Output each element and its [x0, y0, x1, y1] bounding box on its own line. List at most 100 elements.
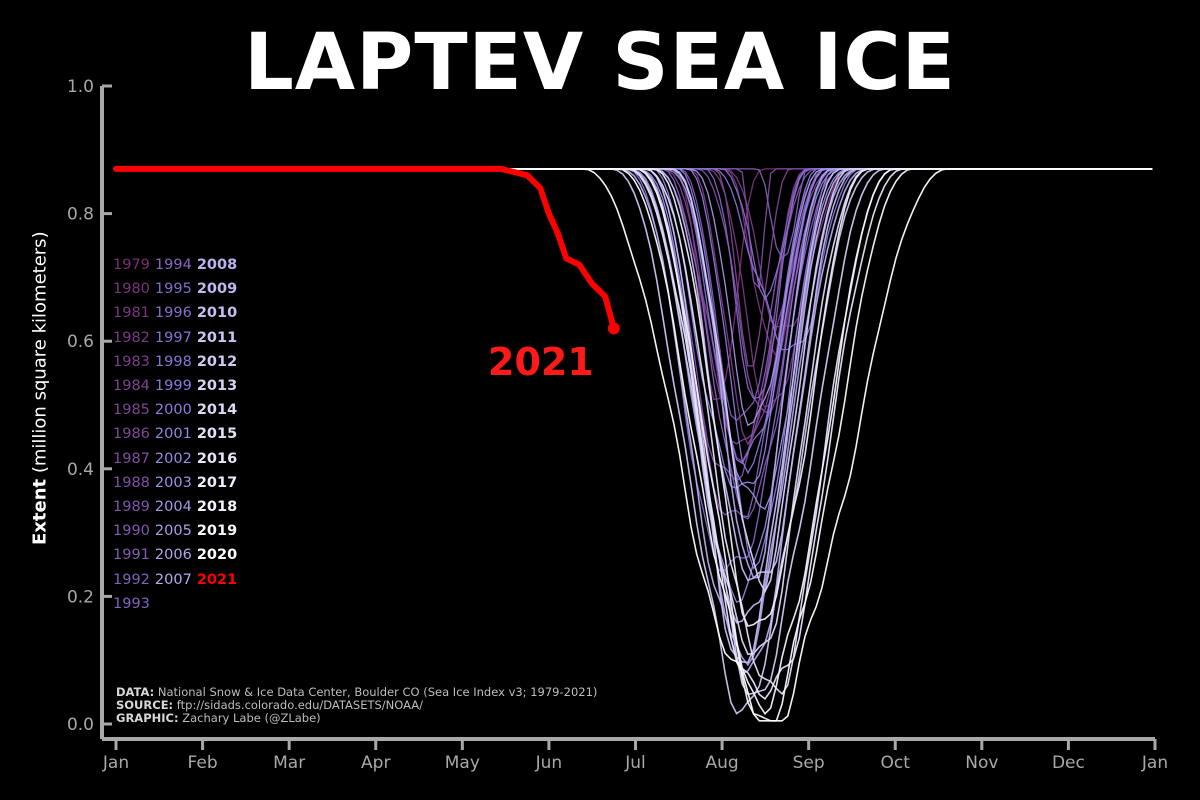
legend-entry-1980: 1980 [113, 281, 150, 298]
legend-row: 1983 1998 2012 [113, 350, 242, 374]
legend-row: 1988 2003 2017 [113, 471, 242, 495]
series-line-2011 [116, 168, 1153, 715]
series-line-2003 [116, 168, 1153, 510]
credit-data-label: DATA: [116, 685, 155, 699]
legend-entry-1988: 1988 [113, 474, 150, 491]
x-tick-label: Mar [273, 753, 305, 773]
x-tick-label: May [445, 753, 480, 773]
legend-entry-2018: 2018 [196, 499, 238, 516]
legend-entry-1982: 1982 [113, 329, 150, 346]
y-axis-label-bold: Extent [29, 478, 51, 545]
legend-entry-1993: 1993 [113, 595, 150, 612]
legend-entry-2008: 2008 [196, 257, 238, 273]
legend: 1979 1994 2008 1980 1995 2009 1981 1996 2010 1982… [113, 253, 242, 616]
credit-source: SOURCE: ftp://sidads.colorado.edu/DATASE… [116, 699, 597, 712]
series-line-2021 [113, 165, 617, 332]
credit-graphic-text: Zachary Labe (@ZLabe) [178, 711, 321, 725]
series-line-2004 [116, 168, 1153, 427]
legend-entry-1994: 1994 [154, 257, 192, 273]
series-line-1997 [116, 168, 1153, 465]
legend-row: 1992 2007 2021 [113, 568, 242, 592]
series-line-1999 [116, 168, 1153, 475]
legend-entry-2017: 2017 [196, 474, 238, 491]
legend-entry-2004: 2004 [154, 499, 192, 516]
series-line-1994 [116, 168, 1153, 400]
credit-data-text: National Snow & Ice Data Center, Boulder… [154, 685, 598, 699]
series-line-1986 [116, 168, 1153, 445]
series-line-2000 [116, 168, 1153, 570]
y-tick-label: 1.0 [67, 77, 94, 97]
legend-entry-1996: 1996 [154, 305, 192, 322]
legend-entry-2000: 2000 [154, 402, 192, 419]
y-axis-label-rest: (million square kilometers) [29, 231, 51, 479]
series-line-2017 [116, 168, 1153, 628]
chart-title: LAPTEV SEA ICE [244, 18, 956, 108]
y-tick-label: 0.8 [67, 205, 94, 225]
series-line-2008 [116, 168, 1153, 624]
legend-entry-2001: 2001 [154, 426, 192, 443]
x-tick-label: Dec [1052, 753, 1085, 773]
series-line-1996 [116, 168, 1153, 301]
legend-entry-1998: 1998 [154, 353, 192, 370]
credit-graphic-label: GRAPHIC: [116, 711, 179, 725]
legend-entry-1990: 1990 [113, 523, 150, 540]
legend-entry-2002: 2002 [154, 450, 192, 467]
y-tick-label: 0.4 [67, 460, 94, 480]
credit-source-text: ftp://sidads.colorado.edu/DATASETS/NOAA/ [173, 698, 424, 712]
legend-entry-2019: 2019 [196, 523, 238, 540]
series-line-1992 [116, 168, 1153, 259]
y-tick-label: 0.2 [67, 587, 94, 607]
x-tick-label: Jun [535, 753, 563, 773]
x-tick-label: Jan [102, 753, 129, 773]
x-tick-label: Aug [705, 753, 738, 773]
y-tick-label: 0.6 [67, 332, 94, 352]
legend-row: 1993 [113, 592, 242, 616]
legend-entry-2010: 2010 [196, 305, 238, 322]
axes: 0.0 0.2 0.4 0.6 0.8 1.0 Jan Feb Mar Apr May Jun Jul A… [67, 77, 1168, 773]
legend-entry-2014: 2014 [196, 402, 238, 419]
legend-entry-1999: 1999 [154, 378, 192, 395]
legend-entry-2015: 2015 [196, 426, 238, 443]
legend-entry-2013: 2013 [196, 378, 238, 395]
legend-entry-2016: 2016 [196, 450, 238, 467]
series-line-2009 [116, 168, 1153, 582]
x-tick-label: Jan [1141, 753, 1168, 773]
series-line-2019 [116, 168, 1153, 722]
y-tick-label: 0.0 [67, 715, 94, 735]
legend-entry-2012: 2012 [196, 353, 238, 370]
series-line-1985 [116, 168, 1153, 367]
legend-row: 1980 1995 2009 [113, 277, 242, 301]
legend-row: 1991 2006 2020 [113, 543, 242, 567]
legend-row: 1984 1999 2013 [113, 374, 242, 398]
series-line-2020 [116, 168, 1153, 722]
series-line-1995 [116, 168, 1153, 572]
credit-source-label: SOURCE: [116, 698, 174, 712]
legend-entry-2003: 2003 [154, 474, 192, 491]
legend-row: 1979 1994 2008 [113, 253, 242, 277]
legend-row: 1981 1996 2010 [113, 301, 242, 325]
highlight-label-2021: 2021 [488, 340, 594, 384]
x-tick-label: Apr [361, 753, 390, 773]
x-tick-label: Oct [881, 753, 911, 773]
series-line-2015 [116, 168, 1153, 696]
legend-entry-1985: 1985 [113, 402, 150, 419]
series-line-1984 [116, 168, 1153, 463]
legend-row: 1986 2001 2015 [113, 422, 242, 446]
highlight-group [113, 165, 620, 335]
legend-row: 1990 2005 2019 [113, 519, 242, 543]
legend-entry-2009: 2009 [196, 281, 238, 298]
series-line-1983 [116, 168, 1153, 446]
legend-entry-1981: 1981 [113, 305, 150, 322]
series-line-1990 [116, 168, 1153, 520]
legend-entry-1979: 1979 [113, 257, 150, 273]
legend-entry-2007: 2007 [154, 571, 192, 588]
x-tick-label: Sep [793, 753, 825, 773]
legend-entry-2011: 2011 [196, 329, 238, 346]
series-group [116, 168, 1153, 722]
legend-row: 1987 2002 2016 [113, 447, 242, 471]
series-line-2016 [116, 168, 1153, 701]
x-tick-label: Nov [965, 753, 998, 773]
series-line-2014 [116, 168, 1153, 656]
legend-row: 1989 2004 2018 [113, 495, 242, 519]
